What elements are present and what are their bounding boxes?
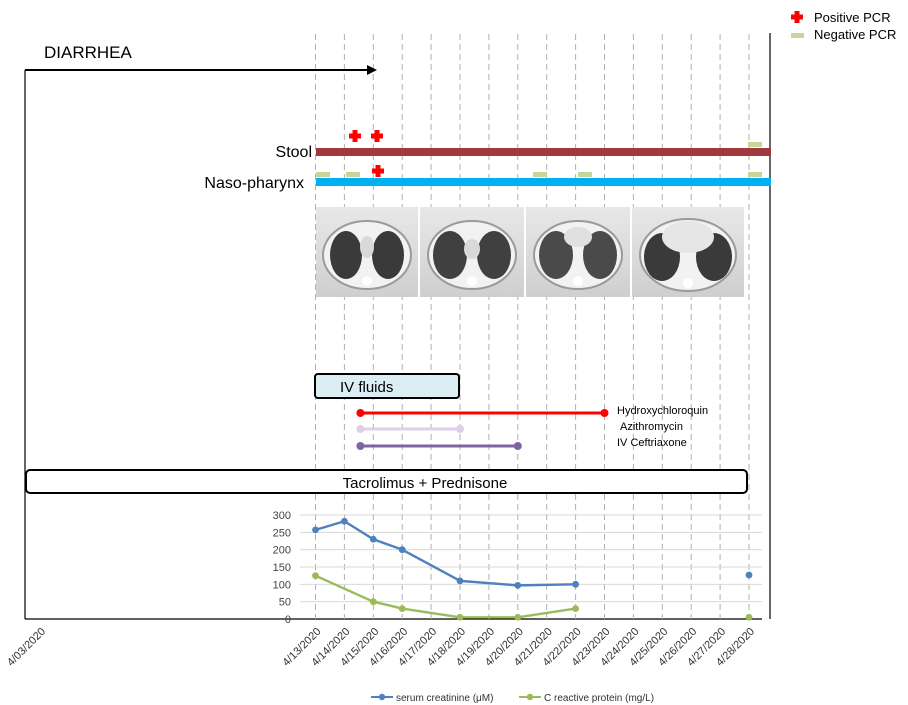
positive-pcr-legend-icon xyxy=(791,11,803,23)
chart-legend: serum creatinine (μM) C reactive protein… xyxy=(371,693,654,704)
y-tick-label: 200 xyxy=(273,545,291,557)
day-guide-lines xyxy=(315,34,750,619)
series-point-0 xyxy=(341,517,348,525)
tacrolimus-prednisone-bar xyxy=(25,469,748,494)
negative-pcr-legend-icon xyxy=(791,33,804,38)
stool-label: Stool xyxy=(276,144,312,161)
drug-label-ceftriaxone: IV Ceftriaxone xyxy=(617,437,687,449)
chart-series xyxy=(312,517,753,621)
diarrhea-arrow-head xyxy=(367,65,377,75)
ct-scan-image xyxy=(316,207,418,297)
tacrolimus-prednisone-label: Tacrolimus + Prednisone xyxy=(343,475,508,492)
series-point-0 xyxy=(312,526,319,534)
nasopharynx-label: Naso-pharynx xyxy=(204,175,304,192)
y-tick-label: 50 xyxy=(279,597,291,609)
drug-endpoint xyxy=(513,442,522,450)
positive-pcr-marker xyxy=(372,165,384,177)
ct-scan-image xyxy=(632,207,744,297)
series-point-0 xyxy=(456,577,464,585)
drug-lines xyxy=(356,409,609,450)
drug-endpoint xyxy=(356,442,365,450)
series-point-1 xyxy=(514,613,522,621)
chart-gridlines xyxy=(300,514,762,603)
pcr-markers xyxy=(316,130,762,177)
x-tick-labels: 4/03/2020 4/13/20204/14/20204/15/20204/16… xyxy=(5,626,757,669)
nasopharynx-bar xyxy=(316,178,771,186)
positive-pcr-marker xyxy=(371,130,383,142)
diarrhea-label: DIARRHEA xyxy=(44,43,133,62)
series-point-1 xyxy=(456,613,464,621)
ct-scan-image xyxy=(526,207,630,297)
series-point-1 xyxy=(572,605,579,612)
timeline-axis-frame xyxy=(24,33,771,620)
positive-pcr-legend-label: Positive PCR xyxy=(814,10,891,25)
negative-pcr-marker xyxy=(316,172,330,177)
drug-endpoint xyxy=(456,425,464,433)
series-point-1 xyxy=(745,613,753,621)
series-point-1 xyxy=(398,605,406,612)
positive-pcr-marker xyxy=(349,130,361,142)
series-point-0 xyxy=(398,546,406,554)
negative-pcr-marker xyxy=(748,142,762,147)
legend-marker-crp xyxy=(526,693,534,701)
iv-fluids-label: IV fluids xyxy=(340,379,393,396)
series-point-0 xyxy=(514,581,522,589)
drug-label-azithromycin: Azithromycin xyxy=(620,421,683,433)
y-tick-label: 300 xyxy=(273,510,291,522)
y-tick-label: 100 xyxy=(273,579,291,591)
series-point-1 xyxy=(369,598,377,606)
drug-endpoint xyxy=(356,425,365,433)
iv-fluids-bar xyxy=(314,373,460,399)
drug-label-hydroxychloroquin: Hydroxychloroquin xyxy=(617,405,708,417)
negative-pcr-legend-label: Negative PCR xyxy=(814,27,896,42)
negative-pcr-marker xyxy=(346,172,360,177)
legend-label-crp: C reactive protein (mg/L) xyxy=(544,693,654,704)
drug-endpoint xyxy=(356,409,365,417)
x-tick-label: 4/03/2020 xyxy=(5,626,48,669)
series-point-0 xyxy=(369,535,377,543)
drug-endpoint xyxy=(600,409,609,417)
series-point-1 xyxy=(312,572,319,580)
y-tick-label: 0 xyxy=(285,614,291,626)
y-tick-label: 150 xyxy=(273,562,291,574)
ct-scan-strip xyxy=(316,207,744,297)
ct-scan-image xyxy=(420,207,524,297)
legend-marker-creatinine xyxy=(378,693,386,701)
series-point-0 xyxy=(745,571,753,579)
series-point-0 xyxy=(572,580,579,588)
series-line-1 xyxy=(316,576,750,618)
negative-pcr-marker xyxy=(533,172,547,177)
pcr-legend: Positive PCR Negative PCR xyxy=(791,10,896,42)
chart-axes: 0 50 100 150 200 250 300 xyxy=(273,510,291,626)
series-line-0 xyxy=(316,521,750,585)
negative-pcr-marker xyxy=(748,172,762,177)
legend-label-creatinine: serum creatinine (μM) xyxy=(396,693,493,704)
negative-pcr-marker xyxy=(578,172,592,177)
stool-bar xyxy=(316,148,771,156)
y-tick-label: 250 xyxy=(273,527,291,539)
